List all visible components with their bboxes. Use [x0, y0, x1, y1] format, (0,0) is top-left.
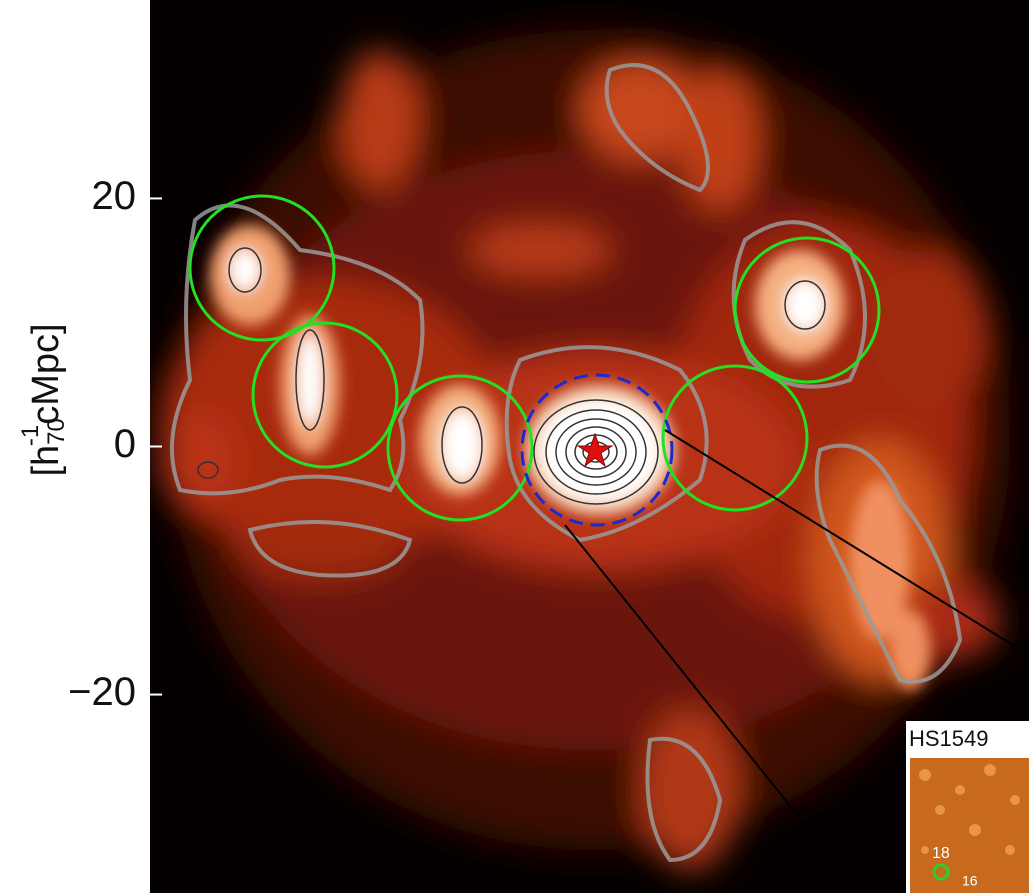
y-label-part: [h	[25, 445, 67, 477]
chart: HS1549 18 16 [h70-1cMpc] −20 0 20	[0, 0, 1029, 893]
density-field: HS1549 18 16	[150, 0, 1029, 893]
y-label-part: cMpc]	[25, 323, 67, 424]
inset-title: HS1549	[909, 726, 989, 751]
y-tick-label: 0	[114, 422, 136, 466]
inset-label: 18	[932, 845, 950, 862]
y-tick-label: 20	[92, 174, 137, 218]
y-axis-label: [h70-1cMpc]	[17, 323, 70, 476]
y-tick-label: −20	[68, 670, 136, 714]
y-label-sup: -1	[17, 425, 44, 446]
inset-label: 16	[962, 873, 978, 889]
inset: HS1549 18 16	[905, 720, 1029, 893]
